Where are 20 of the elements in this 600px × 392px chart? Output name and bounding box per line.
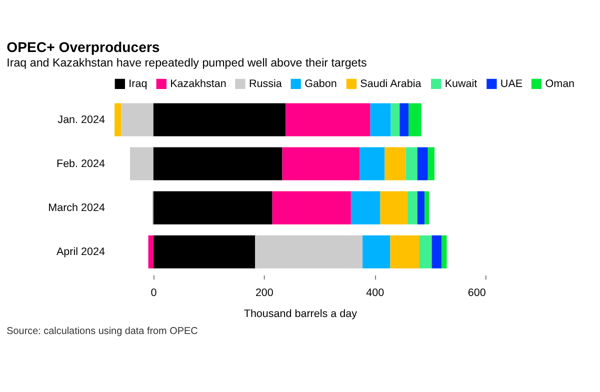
legend-label: Iraq — [128, 78, 148, 90]
y-tick-label: Feb. 2024 — [56, 158, 105, 170]
chart-title: OPEC+ Overproducers — [6, 38, 160, 55]
y-tick-label: Jan. 2024 — [58, 114, 105, 126]
legend-label: Oman — [545, 78, 575, 90]
legend-label: Gabon — [304, 78, 337, 90]
x-tick-label: 400 — [366, 287, 384, 300]
legend-label: Saudi Arabia — [360, 78, 422, 90]
y-tick-label: March 2024 — [48, 202, 105, 214]
x-axis-title: Thousand barrels a day — [244, 308, 358, 320]
x-tick-label: 200 — [255, 287, 274, 300]
legend-label: Russia — [248, 78, 282, 90]
chart-subtitle: Iraq and Kazakhstan have repeatedly pumped well above their targets — [6, 56, 367, 70]
legend-label: Kuwait — [444, 78, 478, 90]
legend-label: UAE — [500, 78, 523, 90]
source-note: Source: calculations using data from OPEC — [6, 326, 198, 337]
y-tick-label: April 2024 — [56, 246, 105, 258]
x-tick-label: 600 — [468, 287, 486, 300]
legend-label: Kazakhstan — [170, 78, 226, 90]
x-tick-label: 0 — [150, 287, 157, 300]
